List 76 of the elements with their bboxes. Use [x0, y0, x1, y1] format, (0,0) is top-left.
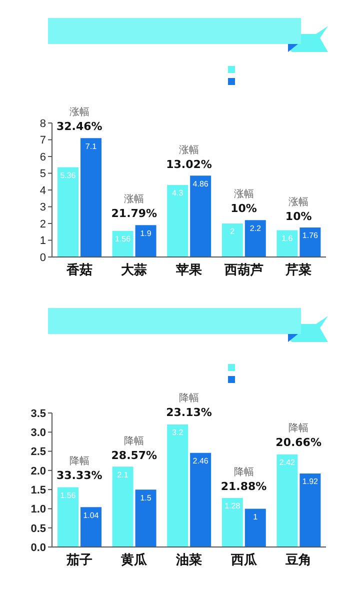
- bar: [190, 176, 212, 257]
- bar: [167, 184, 188, 257]
- bar: [276, 230, 298, 257]
- x-tick-label: 黄瓜: [120, 552, 148, 568]
- annotation: 涨幅 13.02%: [165, 144, 213, 172]
- y-tick-label: 8: [40, 118, 46, 130]
- data-label: 2.46: [192, 456, 209, 466]
- x-tick-label: 香菇: [65, 262, 92, 278]
- bar: [135, 490, 156, 547]
- data-label: 1.56: [60, 490, 76, 500]
- bar: [222, 498, 243, 547]
- bar: [190, 452, 212, 547]
- bar: [300, 473, 321, 547]
- annotation: 降幅 33.33%: [55, 456, 104, 484]
- annotation: 涨幅 10%: [284, 196, 313, 224]
- bar: [167, 424, 188, 547]
- data-label: 1.5: [140, 493, 152, 502]
- bar: [244, 508, 266, 547]
- y-tick-label: 5: [40, 168, 46, 180]
- data-label: 2: [230, 227, 236, 236]
- bar: [222, 224, 243, 257]
- y-tick-label: 1: [40, 235, 46, 248]
- bar: [57, 167, 78, 257]
- data-label: 1.04: [83, 510, 100, 520]
- annotation: 降幅 20.66%: [274, 422, 322, 450]
- bar: [135, 225, 156, 257]
- y-tick-label: 3: [40, 202, 46, 214]
- y-tick-label: 0: [40, 252, 46, 264]
- data-label: 1.28: [224, 502, 241, 511]
- annotation: 降幅 28.57%: [110, 434, 158, 463]
- annotation: 涨幅 21.79%: [110, 193, 158, 222]
- data-label: 4.86: [192, 179, 209, 188]
- y-tick-label: 3.0: [30, 427, 46, 440]
- bar: [276, 454, 298, 547]
- x-tick-label: 芹菜: [284, 262, 312, 278]
- bar: [244, 220, 266, 257]
- annotation: 涨幅 32.46%: [55, 106, 104, 134]
- data-label: 1: [253, 512, 258, 522]
- y-tick-label: 4: [40, 184, 46, 197]
- y-tick-label: 2: [40, 218, 46, 230]
- y-tick-label: 2.5: [30, 446, 46, 458]
- annotation: 降幅 21.88%: [220, 466, 268, 494]
- bar: [112, 466, 134, 547]
- y-tick-label: 1.0: [30, 504, 46, 516]
- data-label: 2.1: [117, 470, 129, 480]
- data-label: 1.6: [282, 234, 294, 243]
- data-label: 4.3: [172, 188, 184, 198]
- x-tick-label: 油菜: [175, 553, 202, 568]
- data-label: 1.56: [114, 234, 132, 244]
- y-tick-label: 6: [40, 151, 46, 164]
- bar: [80, 507, 102, 547]
- y-tick-label: 1.5: [30, 484, 46, 496]
- data-label: 1.76: [302, 231, 319, 240]
- bar: [300, 228, 321, 257]
- bar: [80, 138, 102, 257]
- y-tick-label: 3.5: [30, 408, 46, 420]
- data-label: 2.42: [279, 458, 296, 468]
- x-tick-label: 豆角: [284, 553, 312, 568]
- x-tick-label: 大蒜: [121, 263, 148, 278]
- x-tick-label: 西瓜: [230, 552, 258, 568]
- y-tick-label: 0.5: [30, 522, 46, 535]
- data-label: 5.36: [60, 170, 76, 180]
- data-label: 7.1: [85, 142, 98, 151]
- data-label: 3.2: [172, 428, 184, 438]
- data-label: 2.2: [250, 224, 262, 233]
- x-tick-label: 茄子: [65, 553, 92, 568]
- y-tick-label: 7: [40, 134, 46, 147]
- y-tick-label: 0.0: [30, 542, 46, 554]
- x-tick-label: 苹果: [175, 263, 203, 278]
- annotation: 降幅 23.13%: [165, 392, 213, 420]
- data-label: 1.9: [140, 228, 152, 238]
- annotation: 涨幅 10%: [230, 188, 258, 216]
- bar: [57, 487, 78, 547]
- data-label: 1.92: [302, 477, 319, 486]
- x-tick-label: 西葫芦: [223, 262, 264, 278]
- y-tick-label: 2.0: [30, 465, 46, 478]
